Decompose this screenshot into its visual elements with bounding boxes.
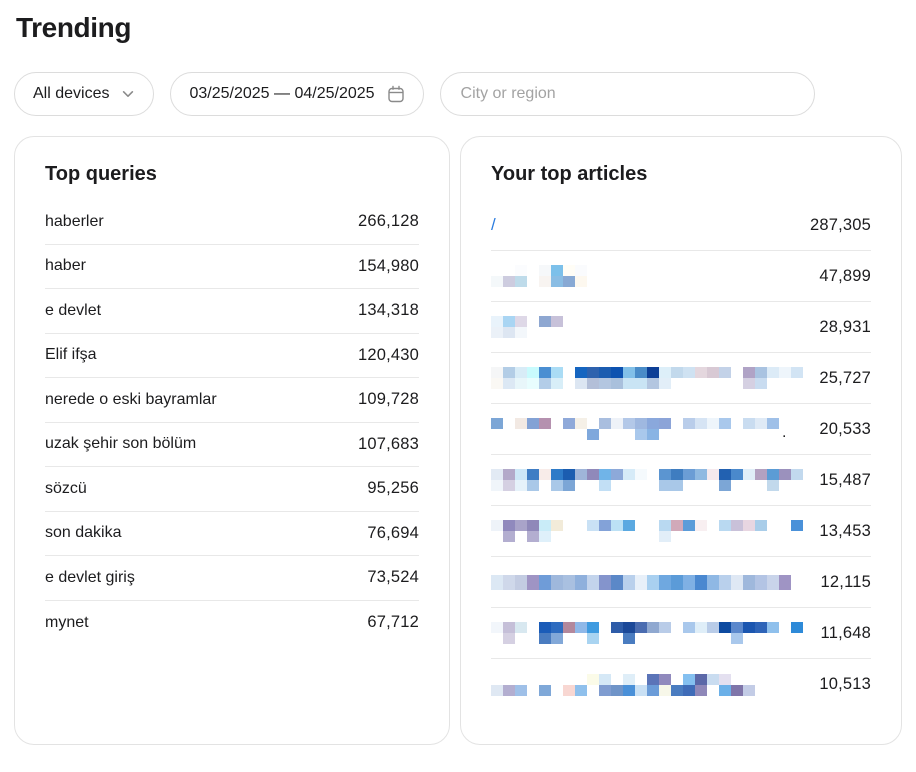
article-link-redacted[interactable] — [491, 673, 770, 696]
article-row: 12,115 — [491, 557, 871, 608]
article-link-redacted[interactable] — [491, 469, 806, 491]
article-row: 13,453 — [491, 506, 871, 557]
article-count: 47,899 — [819, 266, 871, 285]
query-label: e devlet giriş — [45, 568, 135, 586]
query-label: nerede o eski bayramlar — [45, 390, 217, 408]
query-row: uzak şehir son bölüm 107,683 — [45, 423, 419, 467]
query-label: son dakika — [45, 524, 122, 542]
query-label: haberler — [45, 212, 104, 230]
date-range-picker[interactable]: 03/25/2025 — 04/25/2025 — [170, 72, 424, 116]
device-filter-label: All devices — [33, 85, 110, 102]
article-row: 28,931 — [491, 302, 871, 353]
article-count: 25,727 — [819, 368, 871, 387]
query-label: e devlet — [45, 301, 102, 319]
article-row: 10,513 — [491, 659, 871, 710]
filters-bar: All devices 03/25/2025 — 04/25/2025 — [14, 72, 902, 116]
query-row: nerede o eski bayramlar 109,728 — [45, 378, 419, 423]
query-row: son dakika 76,694 — [45, 512, 419, 556]
article-row: / 287,305 — [491, 200, 871, 251]
query-label: sözcü — [45, 479, 87, 497]
article-link-redacted[interactable]: . — [491, 418, 787, 441]
article-link-redacted[interactable] — [491, 316, 578, 338]
query-row: haberler 266,128 — [45, 200, 419, 245]
article-link[interactable]: / — [491, 215, 496, 234]
article-link-redacted[interactable] — [491, 622, 806, 644]
query-label: mynet — [45, 613, 89, 631]
query-label: haber — [45, 257, 86, 275]
article-count: 13,453 — [819, 521, 871, 540]
article-link-redacted[interactable] — [491, 520, 806, 542]
query-count: 107,683 — [357, 434, 419, 453]
redacted-title-mosaic — [491, 316, 575, 338]
chevron-down-icon — [121, 87, 135, 101]
redacted-title-mosaic — [491, 622, 803, 644]
query-count: 73,524 — [367, 568, 419, 587]
date-range-value: 03/25/2025 — 04/25/2025 — [189, 85, 375, 102]
article-row: 15,487 — [491, 455, 871, 506]
top-queries-list: haberler 266,128 haber 154,980 e devlet … — [45, 200, 419, 645]
article-count: 12,115 — [820, 572, 871, 591]
query-count: 266,128 — [357, 212, 419, 231]
redacted-title-mosaic — [491, 520, 803, 542]
article-link-redacted[interactable] — [491, 265, 602, 287]
redacted-title-mosaic — [491, 265, 599, 287]
device-filter-dropdown[interactable]: All devices — [14, 72, 155, 116]
query-row: sözcü 95,256 — [45, 467, 419, 512]
query-count: 109,728 — [357, 390, 419, 409]
article-count: 15,487 — [819, 470, 871, 489]
article-title-suffix: . — [782, 424, 787, 441]
article-count: 20,533 — [819, 419, 871, 438]
top-articles-card: Your top articles / 287,305 47,899 — [460, 136, 902, 745]
query-count: 76,694 — [367, 523, 419, 542]
redacted-title-mosaic — [491, 574, 791, 590]
query-count: 95,256 — [367, 479, 419, 498]
query-label: uzak şehir son bölüm — [45, 435, 197, 453]
article-count: 287,305 — [809, 215, 871, 234]
top-queries-card: Top queries haberler 266,128 haber 154,9… — [14, 136, 450, 745]
query-row: Elif ifşa 120,430 — [45, 334, 419, 378]
article-row: 25,727 — [491, 353, 871, 404]
top-articles-title: Your top articles — [491, 163, 648, 185]
query-row: e devlet 134,318 — [45, 289, 419, 334]
query-row: mynet 67,712 — [45, 601, 419, 646]
redacted-title-mosaic — [491, 367, 803, 389]
query-row: haber 154,980 — [45, 245, 419, 289]
article-row: . 20,533 — [491, 404, 871, 455]
article-link-redacted[interactable] — [491, 367, 806, 389]
redacted-title-mosaic — [491, 418, 779, 440]
calendar-icon — [387, 85, 405, 103]
query-count: 67,712 — [367, 613, 419, 632]
article-count: 10,513 — [819, 675, 871, 693]
top-articles-list: / 287,305 47,899 28,931 — [491, 200, 871, 710]
query-label: Elif ifşa — [45, 346, 97, 364]
top-queries-title: Top queries — [45, 163, 157, 185]
page-title: Trending — [16, 12, 132, 43]
article-count: 11,648 — [820, 623, 871, 642]
query-count: 154,980 — [357, 256, 419, 275]
article-link-redacted[interactable] — [491, 574, 794, 590]
cards-container: Top queries haberler 266,128 haber 154,9… — [14, 136, 902, 745]
query-count: 134,318 — [357, 301, 419, 320]
region-search-input[interactable] — [439, 72, 815, 116]
article-row: 47,899 — [491, 251, 871, 302]
article-count: 28,931 — [819, 317, 871, 336]
redacted-title-mosaic — [491, 673, 767, 696]
query-row: e devlet giriş 73,524 — [45, 556, 419, 601]
query-count: 120,430 — [357, 345, 419, 364]
article-row: 11,648 — [491, 608, 871, 659]
redacted-title-mosaic — [491, 469, 803, 491]
